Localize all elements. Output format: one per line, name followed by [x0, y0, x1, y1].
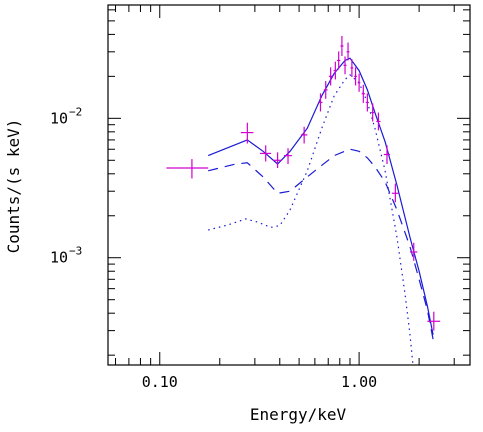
data-point [383, 145, 391, 165]
data-point [318, 93, 323, 112]
data-point [328, 67, 333, 86]
data-point [343, 56, 347, 75]
data-point [259, 145, 272, 162]
data-point [340, 35, 344, 56]
data-point [350, 59, 354, 77]
data-point [283, 148, 292, 165]
data-point [323, 81, 328, 99]
y-tick-label: 10 [50, 249, 68, 267]
y-tick-label-exponent: −2 [69, 105, 82, 118]
data-point [300, 126, 308, 144]
data-point [371, 103, 375, 122]
y-tick-label-exponent: −3 [69, 245, 82, 258]
y-axis-title: Counts/(s keV) [4, 119, 23, 254]
data-point [376, 112, 381, 131]
data-point [166, 159, 209, 179]
data-point [427, 311, 441, 331]
data-point [333, 61, 338, 80]
model-curve-dotted [208, 74, 414, 364]
data-layer [166, 35, 441, 331]
data-point [391, 183, 399, 203]
data-point [365, 93, 369, 112]
data-point [240, 122, 254, 144]
data-point [337, 51, 341, 70]
x-axis-title: Energy/keV [250, 405, 347, 424]
plot-frame [107, 4, 471, 366]
data-point [357, 73, 361, 92]
x-tick-label: 1.00 [341, 373, 377, 391]
x-tick-label: 0.10 [142, 373, 178, 391]
data-point [361, 84, 365, 103]
y-tick-label: 10 [50, 109, 68, 127]
data-point [354, 67, 357, 86]
data-point [346, 42, 350, 61]
data-point [409, 242, 418, 261]
axes-layer [107, 4, 471, 366]
data-point [273, 152, 282, 169]
model-curve-dashed [208, 148, 434, 340]
